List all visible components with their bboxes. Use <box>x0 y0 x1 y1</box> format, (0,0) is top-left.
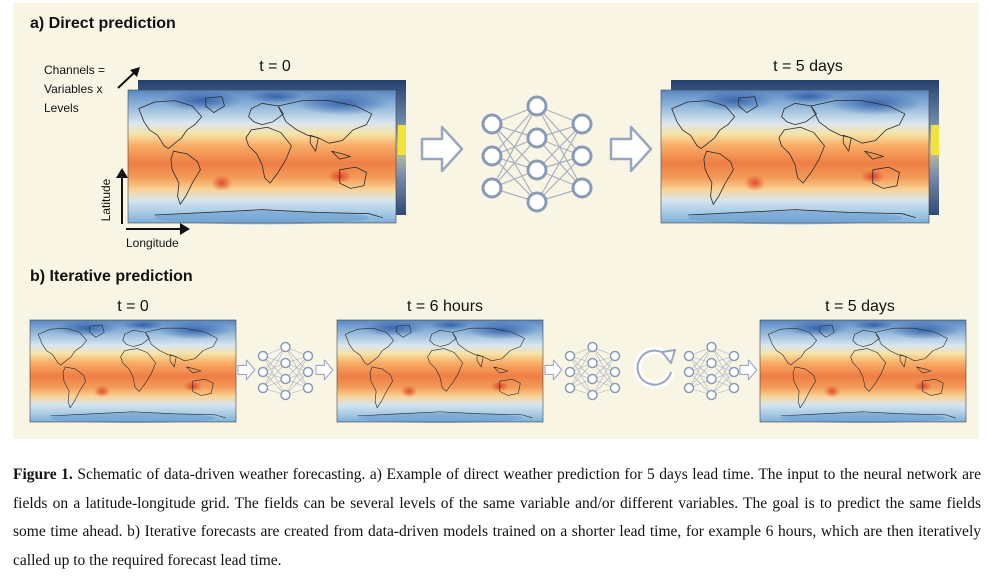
panel-b-time-label-3: t = 5 days <box>825 298 895 315</box>
right-arrow-icon <box>739 359 758 381</box>
right-arrow-icon <box>315 359 334 381</box>
iterative-map-5d <box>759 319 967 424</box>
figure-caption: Figure 1. Schematic of data-driven weath… <box>13 461 981 575</box>
channels-label-line-3: Levels <box>44 101 79 115</box>
panel-a-output-time-label: t = 5 days <box>773 58 843 75</box>
channels-label-line-1: Channels = <box>44 63 106 77</box>
panel-b-title: b) Iterative prediction <box>30 268 193 285</box>
right-arrow-icon <box>237 359 256 381</box>
channels-label-line-2: Variables x <box>44 82 103 96</box>
input-back-layer-accent <box>398 125 406 155</box>
right-arrow-icon <box>609 125 653 173</box>
cycle-arrow-icon <box>633 346 676 389</box>
caption-text: Schematic of data-driven weather forecas… <box>13 466 981 569</box>
right-arrow-icon <box>544 359 563 381</box>
input-field-stack <box>127 80 406 225</box>
output-back-layer-accent <box>931 125 939 155</box>
longitude-arrow-icon <box>126 223 190 235</box>
channels-arrow-icon <box>117 67 140 89</box>
neural-network-icon <box>683 341 740 401</box>
iterative-map-t0 <box>29 319 237 424</box>
iterative-map-6h <box>336 319 544 424</box>
output-field-stack <box>660 80 939 225</box>
longitude-label: Longitude <box>126 236 179 250</box>
neural-network-icon <box>257 341 314 401</box>
neural-network-icon <box>564 341 621 401</box>
latitude-arrow-icon <box>116 168 128 224</box>
input-world-map <box>127 89 397 225</box>
caption-label: Figure 1. <box>13 466 73 483</box>
latitude-label: Latitude <box>99 178 113 222</box>
panel-b-time-label-1: t = 0 <box>117 298 149 315</box>
right-arrow-icon <box>420 125 464 173</box>
neural-network-icon <box>481 95 593 213</box>
panel-a-title: a) Direct prediction <box>30 15 176 32</box>
panel-a-input-time-label: t = 0 <box>259 58 291 75</box>
panel-b-time-label-2: t = 6 hours <box>406 298 484 315</box>
channels-label: Channels = Variables x Levels <box>44 61 105 118</box>
output-world-map <box>660 89 930 225</box>
